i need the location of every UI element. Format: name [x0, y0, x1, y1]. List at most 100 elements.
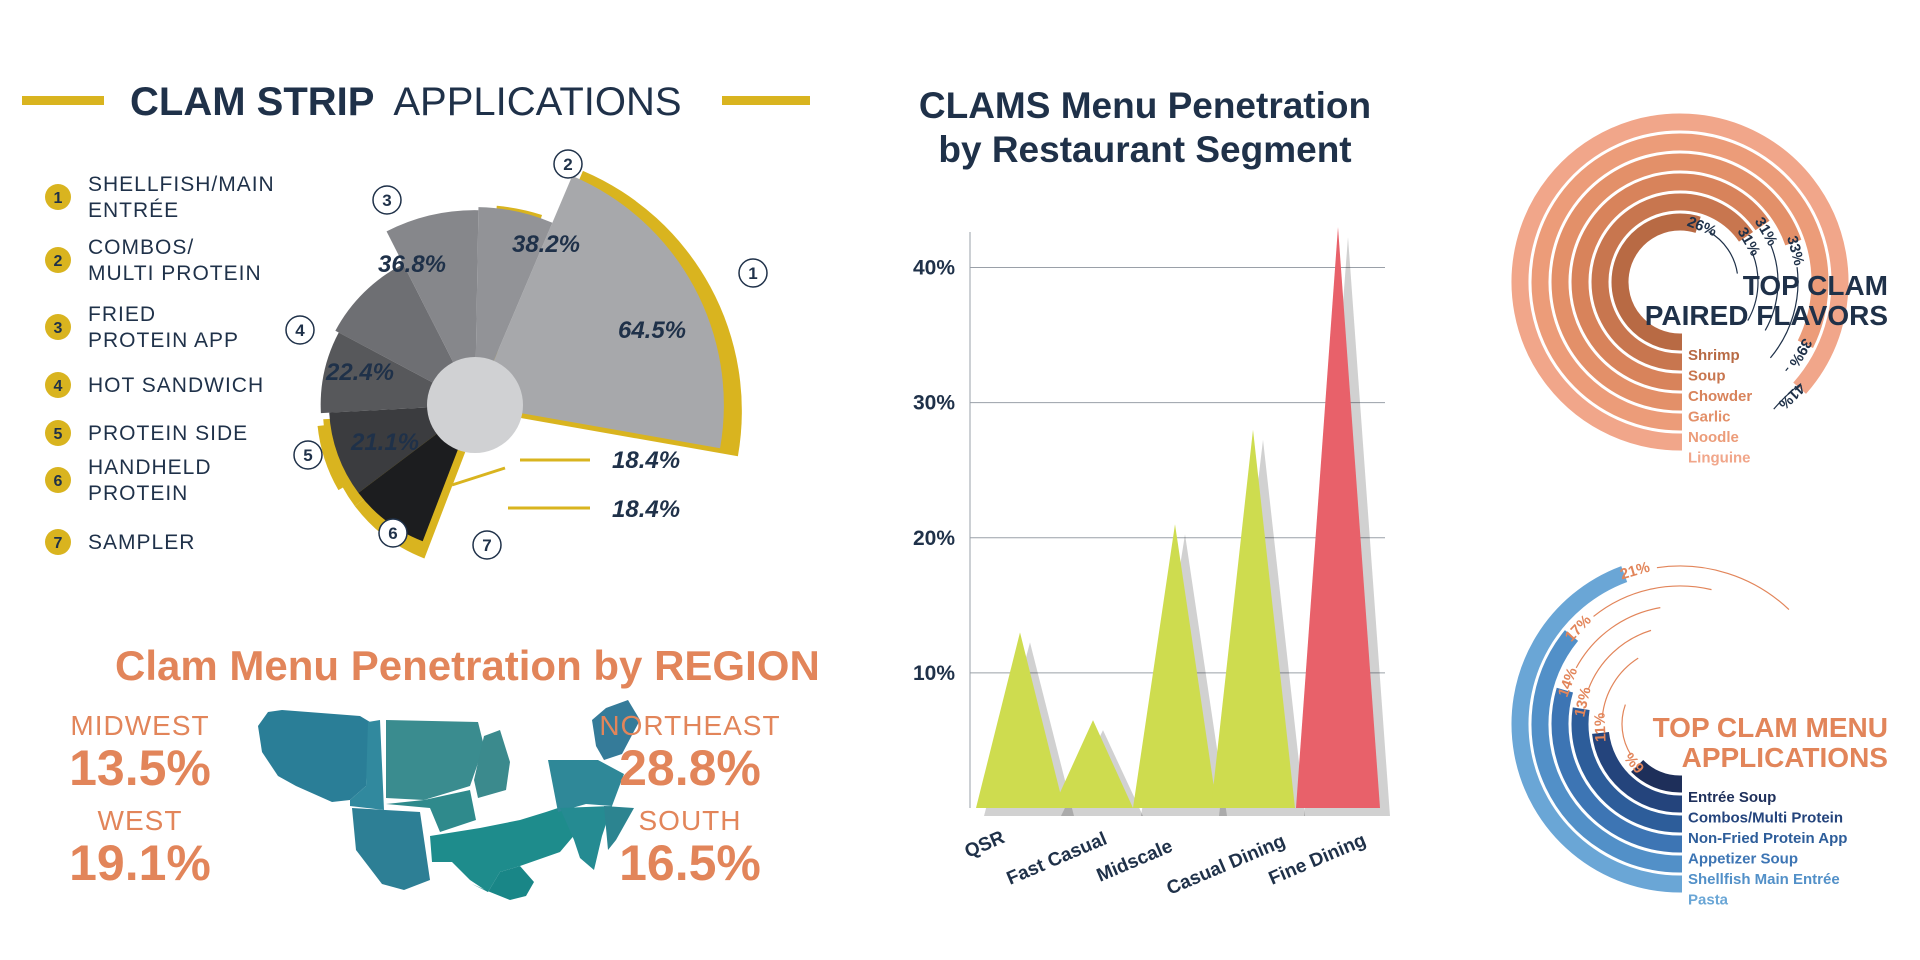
- flavors-title-line1: TOP CLAM: [1743, 270, 1888, 301]
- triangle-bar: [1133, 524, 1217, 808]
- x-category-label: Fast Casual: [1004, 829, 1110, 890]
- legend-number: 4: [54, 378, 63, 395]
- clam-strip-title: CLAM STRIP APPLICATIONS: [130, 80, 682, 124]
- legend-label-line1: COMBOS/: [88, 236, 194, 259]
- region-title: Clam Menu Penetration by REGION: [115, 642, 820, 689]
- radial-guide-line: [1575, 607, 1661, 669]
- polar-number-badge: [738, 258, 768, 288]
- radial-guide-line: [1621, 704, 1632, 756]
- title-rule-left: [22, 96, 104, 105]
- radial-legend-label: Pasta: [1688, 892, 1729, 909]
- polar-sector: [386, 210, 479, 405]
- clam-strip-title-light: APPLICATIONS: [393, 80, 681, 124]
- legend-label: HOT SANDWICH: [88, 374, 264, 397]
- polar-value-label: 38.2%: [512, 231, 580, 258]
- polar-center-hub: [427, 357, 523, 453]
- title-rule-right: [722, 96, 810, 105]
- region-south-label: SOUTH: [639, 805, 742, 836]
- radial-guide-line: [1773, 383, 1802, 410]
- legend-label-line1: FRIED: [88, 303, 156, 326]
- y-tick-label: 30%: [913, 392, 955, 415]
- radial-guide-line: [1656, 565, 1790, 611]
- radial-legend-label: Appetizer Soup: [1688, 851, 1798, 868]
- polar-number-badge: [285, 315, 315, 345]
- polar-number: 4: [295, 321, 305, 340]
- radial-bar-arc: [1591, 193, 1754, 371]
- radial-legend-label: Chowder: [1688, 388, 1752, 405]
- radial-bar-arc: [1511, 566, 1681, 893]
- polar-number: 5: [303, 446, 312, 465]
- radial-value-label: 33%: [1783, 234, 1807, 267]
- triangle-bar: [976, 632, 1064, 808]
- region-northeast-label: NORTHEAST: [599, 710, 780, 741]
- radial-legend-label: Noodle: [1688, 429, 1739, 446]
- legend-number: 3: [54, 320, 63, 337]
- legend-number-badge: [45, 372, 71, 398]
- radial-guide-line: [1769, 267, 1799, 359]
- x-category-label: Casual Dining: [1164, 831, 1289, 900]
- triangle-bar: [1211, 429, 1295, 808]
- region-northeast-value: 28.8%: [619, 740, 761, 796]
- radial-value-label: 13%: [1571, 685, 1594, 718]
- segment-title-line2: by Restaurant Segment: [938, 129, 1351, 170]
- x-category-label: QSR: [962, 827, 1008, 863]
- legend-number: 1: [54, 190, 63, 207]
- legend-number-badge: [45, 314, 71, 340]
- legend-label-line2: PROTEIN: [88, 482, 188, 505]
- radial-guide-line: [1785, 367, 1789, 372]
- polar-sector: [335, 264, 475, 405]
- legend-label: SAMPLER: [88, 531, 195, 554]
- legend-number: 2: [54, 253, 63, 270]
- polar-value-label: 18.4%: [612, 447, 680, 474]
- polar-leader-line: [451, 466, 506, 487]
- polar-value-label: 21.1%: [350, 429, 419, 456]
- region-west-label: WEST: [98, 805, 183, 836]
- polar-value-label: 36.8%: [378, 251, 446, 278]
- applications-title-line1: TOP CLAM MENU: [1653, 712, 1888, 743]
- legend-label: PROTEIN SIDE: [88, 422, 248, 445]
- radial-legend-label: Garlic: [1688, 409, 1731, 426]
- applications-title-clam: CLAM: [1717, 712, 1798, 743]
- polar-value-label: 18.4%: [612, 496, 680, 523]
- polar-number-badge: [378, 518, 408, 548]
- flavors-section: 26%Shrimp31%Soup31%Chowder33%Garlic39%No…: [1511, 113, 1888, 467]
- segment-section: CLAMS Menu Penetration by Restaurant Seg…: [913, 85, 1390, 900]
- applications-title-menu: MENU: [1798, 712, 1888, 743]
- legend-number-badge: [45, 420, 71, 446]
- radial-value-label: 21%: [1618, 559, 1652, 584]
- y-tick-label: 20%: [913, 527, 955, 550]
- polar-value-label: 22.4%: [325, 359, 394, 386]
- polar-sector: [475, 207, 553, 405]
- radial-legend-label: Combos/Multi Protein: [1688, 810, 1843, 827]
- radial-bar-arc: [1551, 687, 1681, 853]
- legend-number: 7: [54, 535, 63, 552]
- region-section: Clam Menu Penetration by REGION MIDWEST …: [69, 642, 820, 900]
- radial-bar-arc: [1571, 707, 1681, 833]
- polar-number-badge: [293, 440, 323, 470]
- applications-title-line2: APPLICATIONS: [1682, 742, 1888, 773]
- region-south-value: 16.5%: [619, 835, 761, 891]
- polar-number: 6: [388, 524, 397, 543]
- region-midwest-label: MIDWEST: [70, 710, 209, 741]
- radial-bar-arc: [1551, 153, 1802, 411]
- radial-legend-label: Soup: [1688, 368, 1726, 385]
- polar-sector: [475, 175, 724, 449]
- clam-strip-title-bold: CLAM STRIP: [130, 80, 374, 124]
- radial-legend-label: Non-Fried Protein App: [1688, 830, 1847, 847]
- legend-number-badge: [45, 467, 71, 493]
- polar-number: 3: [382, 191, 391, 210]
- clam-strip-polar-chart: 64.5% 38.2% 36.8% 22.4% 21.1% 18.4% 18.4% 1 2 3 4 5…: [285, 149, 768, 560]
- region-west-value: 19.1%: [69, 835, 211, 891]
- radial-legend-label: Shrimp: [1688, 347, 1740, 364]
- polar-number-badge: [372, 185, 402, 215]
- radial-guide-line: [1587, 629, 1652, 690]
- flavors-radial-chart: 26%Shrimp31%Soup31%Chowder33%Garlic39%No…: [1511, 113, 1849, 467]
- radial-bar-arc: [1592, 731, 1681, 813]
- clam-strip-legend: 1 SHELLFISH/MAIN ENTRÉE 2 COMBOS/MULTI PROTE…: [45, 173, 274, 555]
- radial-guide-line: [1764, 244, 1779, 331]
- flavors-title-top: TOP: [1743, 270, 1807, 301]
- triangle-bar: [1053, 720, 1133, 808]
- radial-legend-label: Linguine: [1688, 450, 1751, 467]
- radial-guide-line: [1601, 657, 1639, 717]
